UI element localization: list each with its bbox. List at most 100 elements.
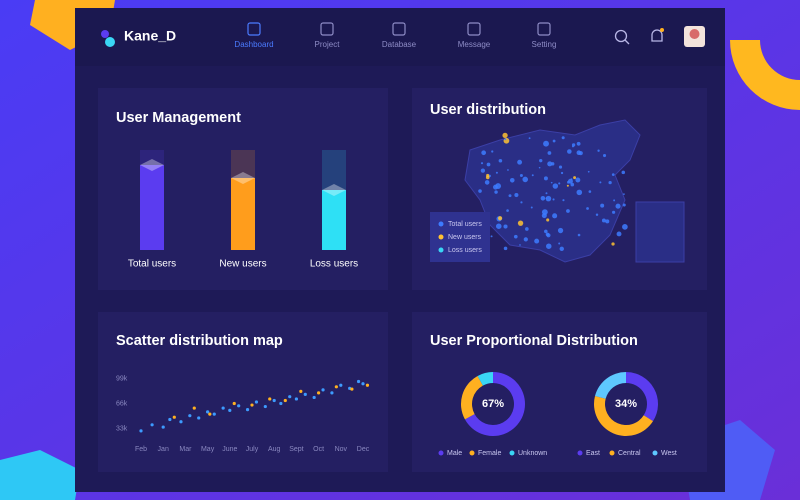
avatar <box>689 29 700 39</box>
legend-swatch <box>652 450 658 456</box>
map-dot <box>547 161 553 167</box>
legend-label: Total users <box>448 221 482 228</box>
legend-label: West <box>661 450 677 457</box>
map-inset <box>635 201 685 263</box>
map-dot <box>503 137 510 144</box>
legend-swatch <box>577 450 583 456</box>
legend-label: Male <box>447 450 462 457</box>
map-dot <box>562 199 565 202</box>
x-tick-label: Feb <box>135 446 147 453</box>
scatter-point <box>179 420 183 424</box>
legend-swatch <box>609 450 615 456</box>
scatter-point <box>279 401 283 406</box>
nav-item[interactable]: Setting <box>532 40 557 49</box>
map-dot <box>597 149 600 152</box>
map-dot <box>559 246 564 252</box>
map-dot <box>540 196 546 201</box>
nav-icon[interactable] <box>320 22 334 36</box>
map-dot <box>545 232 550 237</box>
map-dot <box>544 229 548 234</box>
legend-swatch <box>438 221 444 227</box>
scatter-point <box>188 414 192 418</box>
bar <box>322 190 346 250</box>
map-dot <box>576 141 581 146</box>
map-dot <box>552 213 558 219</box>
search-icon <box>624 39 630 45</box>
map-dot <box>608 180 612 185</box>
decor-ring <box>730 40 800 110</box>
nav-item[interactable]: Project <box>315 40 341 49</box>
scatter-point <box>228 408 232 412</box>
scatter-point <box>250 403 254 407</box>
map-dot <box>552 198 555 201</box>
scatter-point <box>334 385 338 389</box>
scatter-point <box>312 395 316 400</box>
map-dot <box>484 180 490 185</box>
map-dot <box>480 162 484 165</box>
card-title: User Proportional Distribution <box>430 333 638 349</box>
map-dot <box>503 246 508 251</box>
scatter-point <box>303 392 307 396</box>
scatter-point <box>272 398 276 403</box>
map-dot <box>478 189 482 193</box>
donut-segment <box>477 372 493 386</box>
legend-swatch <box>438 247 444 253</box>
decor-cube <box>0 450 80 500</box>
badge <box>660 28 664 32</box>
x-tick-label: Aug <box>268 446 281 453</box>
map-dot <box>570 182 575 187</box>
map-dot <box>588 190 592 193</box>
nav-item[interactable]: Dashboard <box>234 40 273 49</box>
map-dot <box>486 173 490 178</box>
legend-label: New users <box>448 234 482 241</box>
legend-swatch <box>438 450 444 456</box>
scatter-point <box>206 410 210 414</box>
map-dot <box>539 159 543 163</box>
map-dot <box>622 203 626 207</box>
legend-swatch <box>438 234 444 240</box>
scatter-point <box>299 389 303 393</box>
search-icon[interactable] <box>614 29 628 43</box>
map-dot <box>508 194 512 198</box>
map-dot <box>611 173 615 176</box>
map-dot <box>615 203 621 209</box>
nav-icon[interactable] <box>392 22 406 36</box>
map-dot <box>541 213 547 219</box>
nav-icon[interactable] <box>247 22 261 36</box>
nav-item[interactable]: Message <box>458 40 491 49</box>
map-dot <box>622 224 628 230</box>
map-dot <box>601 218 606 223</box>
x-tick-label: Sept <box>289 446 303 453</box>
nav-icon[interactable] <box>467 22 481 36</box>
nav-icon[interactable] <box>537 22 551 36</box>
scatter-point <box>139 429 143 433</box>
map-dot <box>560 171 564 175</box>
bar-label: Total users <box>128 259 176 270</box>
scatter-point <box>294 397 298 401</box>
map-dot <box>566 209 570 213</box>
map-dot <box>490 235 493 238</box>
bar-cap <box>322 184 346 196</box>
map-dot <box>523 237 528 242</box>
x-tick-label: Nov <box>335 446 348 453</box>
map-dot <box>547 151 552 155</box>
y-tick-label: 66k <box>116 400 128 407</box>
bell-icon[interactable] <box>651 29 663 42</box>
card <box>98 312 388 472</box>
bar-cap <box>140 159 164 171</box>
map-dot <box>577 233 581 237</box>
map-dot <box>605 219 610 224</box>
map-dot <box>513 234 518 239</box>
map-dot <box>558 165 563 169</box>
map-dot <box>558 182 561 185</box>
scatter-point <box>237 404 241 408</box>
x-tick-label: Jan <box>158 446 169 453</box>
brand: Kane_D <box>124 28 176 44</box>
scatter-point <box>268 397 272 401</box>
scatter-point <box>321 388 325 392</box>
map-dot <box>503 224 508 229</box>
scatter-point <box>197 416 201 420</box>
map-dot <box>480 168 486 173</box>
nav-item[interactable]: Database <box>382 40 417 49</box>
